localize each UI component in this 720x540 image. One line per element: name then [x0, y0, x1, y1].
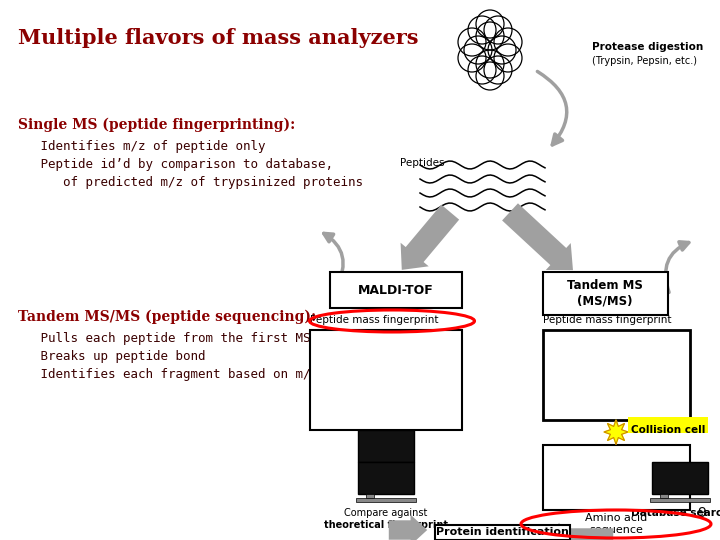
Bar	[358, 430, 414, 462]
Text: Protease digestion: Protease digestion	[592, 42, 703, 52]
Bar	[366, 494, 374, 498]
Text: Single MS (peptide fingerprinting):: Single MS (peptide fingerprinting):	[18, 118, 295, 132]
Bar	[358, 462, 414, 494]
Bar	[543, 330, 690, 420]
Text: Breaks up peptide bond: Breaks up peptide bond	[18, 350, 205, 363]
Bar	[652, 462, 708, 494]
Text: Collision cell: Collision cell	[631, 425, 705, 435]
Text: Peptides: Peptides	[400, 158, 444, 168]
Bar	[628, 417, 708, 433]
Text: Pulls each peptide from the first MS: Pulls each peptide from the first MS	[18, 332, 310, 345]
Text: Identifies m/z of peptide only: Identifies m/z of peptide only	[18, 140, 266, 153]
Polygon shape	[604, 420, 628, 444]
Bar	[543, 272, 668, 315]
Text: of predicted m/z of trypsinized proteins: of predicted m/z of trypsinized proteins	[18, 176, 363, 189]
Text: Peptide mass fingerprint: Peptide mass fingerprint	[310, 315, 438, 325]
Text: Peptide mass fingerprint: Peptide mass fingerprint	[543, 315, 672, 325]
Bar	[543, 445, 690, 510]
Text: Compare against: Compare against	[344, 508, 428, 518]
Text: Amino acid
sequence: Amino acid sequence	[585, 513, 647, 535]
Text: MALDI-TOF: MALDI-TOF	[358, 284, 434, 296]
Bar	[356, 498, 416, 502]
Text: Tandem MS
(MS/MS): Tandem MS (MS/MS)	[567, 279, 643, 307]
Bar	[330, 272, 462, 308]
Text: (Trypsin, Pepsin, etc.): (Trypsin, Pepsin, etc.)	[592, 56, 697, 66]
Bar	[310, 330, 462, 430]
Text: Multiple flavors of mass analyzers: Multiple flavors of mass analyzers	[18, 28, 418, 48]
Bar	[660, 494, 668, 498]
Bar	[435, 525, 570, 540]
Text: Identifies each fragment based on m/z: Identifies each fragment based on m/z	[18, 368, 318, 381]
Text: Database search: Database search	[631, 508, 720, 518]
Text: Tandem MS/MS (peptide sequencing):: Tandem MS/MS (peptide sequencing):	[18, 310, 316, 325]
Text: Peptide id’d by comparison to database,: Peptide id’d by comparison to database,	[18, 158, 333, 171]
Text: Protein identification: Protein identification	[436, 527, 568, 537]
Bar	[650, 498, 710, 502]
Text: theoretical fingerprint: theoretical fingerprint	[324, 520, 448, 530]
Text: 9: 9	[697, 506, 706, 520]
